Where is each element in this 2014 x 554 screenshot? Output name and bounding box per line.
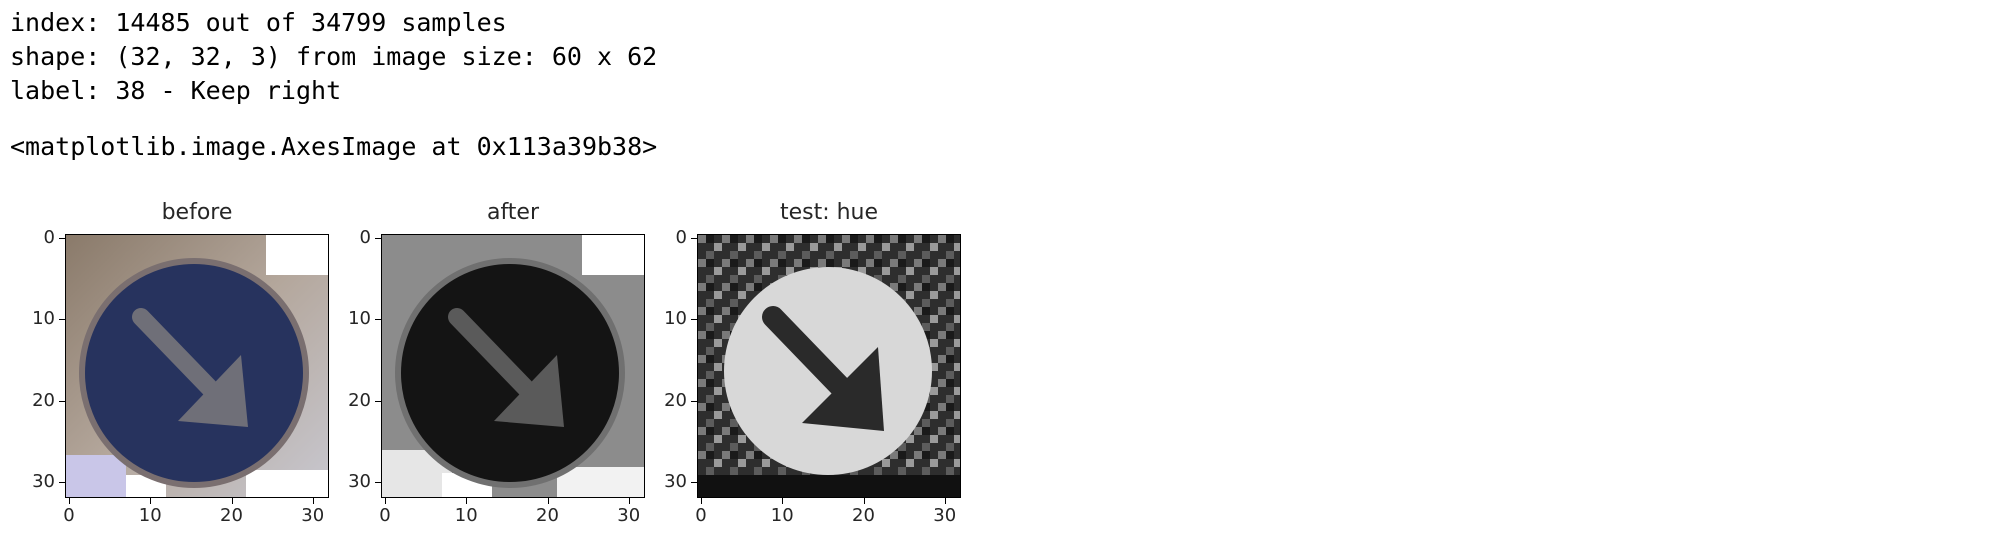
x-tick-label: 30: [301, 505, 325, 526]
output-line-shape: shape: (32, 32, 3) from image size: 60 x…: [10, 42, 658, 71]
panel-hue-image: [698, 235, 960, 497]
sign-arrow-head: [178, 355, 248, 427]
y-tick-mark: [375, 319, 381, 321]
y-tick-label: 20: [664, 389, 687, 411]
output-line-label: label: 38 - Keep right: [10, 76, 342, 105]
y-tick-label: 0: [675, 227, 687, 248]
y-tick-mark: [375, 238, 381, 239]
y-tick-mark: [59, 400, 65, 402]
x-tick-label: 0: [695, 505, 707, 526]
y-tick-label: 10: [664, 308, 687, 330]
sign-arrow-head-gray: [494, 355, 564, 427]
y-tick-mark: [59, 481, 65, 483]
y-tick-mark: [691, 319, 697, 321]
panel-hue-axes: [697, 234, 961, 498]
x-tick-label: 10: [454, 505, 478, 526]
y-tick-label: 30: [664, 470, 687, 492]
sign-arrow-head-hue: [802, 347, 884, 431]
panel-before-image: [66, 235, 328, 497]
y-tick-mark: [375, 481, 381, 483]
panel-hue-title: test: hue: [779, 200, 879, 225]
y-tick-mark: [59, 319, 65, 321]
y-tick-label: 0: [43, 227, 55, 248]
x-tick-mark: [385, 498, 386, 504]
x-tick-mark: [628, 498, 630, 504]
y-tick-label: 20: [348, 389, 371, 411]
panel-before-title: before: [161, 200, 233, 225]
x-tick-label: 30: [933, 505, 957, 526]
panel-before-axes: [65, 234, 329, 498]
x-tick-label: 20: [220, 505, 243, 526]
x-tick-mark: [150, 498, 152, 504]
output-line-index: index: 14485 out of 34799 samples: [10, 8, 507, 37]
y-tick-mark: [375, 400, 381, 402]
y-tick-mark: [59, 238, 65, 239]
y-tick-label: 20: [32, 389, 55, 411]
x-tick-label: 0: [379, 505, 391, 526]
x-tick-mark: [701, 498, 702, 504]
panel-after-image: [382, 235, 644, 497]
y-tick-label: 0: [359, 227, 371, 248]
y-tick-label: 30: [348, 470, 371, 492]
y-tick-label: 10: [32, 308, 55, 330]
y-tick-mark: [691, 400, 697, 402]
x-tick-mark: [69, 498, 70, 504]
x-tick-label: 20: [852, 505, 875, 526]
x-tick-label: 20: [536, 505, 559, 526]
x-tick-mark: [944, 498, 946, 504]
x-tick-label: 10: [138, 505, 162, 526]
output-repr: <matplotlib.image.AxesImage at 0x113a39b…: [10, 132, 658, 161]
x-tick-mark: [466, 498, 468, 504]
panel-after-title: after: [486, 200, 540, 225]
y-tick-mark: [691, 238, 697, 239]
y-tick-label: 10: [348, 308, 371, 330]
y-tick-label: 30: [32, 470, 55, 492]
x-tick-label: 30: [617, 505, 641, 526]
x-tick-label: 0: [63, 505, 75, 526]
x-tick-mark: [782, 498, 784, 504]
x-tick-mark: [231, 498, 233, 504]
y-tick-mark: [691, 481, 697, 483]
x-tick-mark: [547, 498, 549, 504]
x-tick-mark: [863, 498, 865, 504]
panel-after-axes: [381, 234, 645, 498]
x-tick-mark: [312, 498, 314, 504]
x-tick-label: 10: [770, 505, 794, 526]
